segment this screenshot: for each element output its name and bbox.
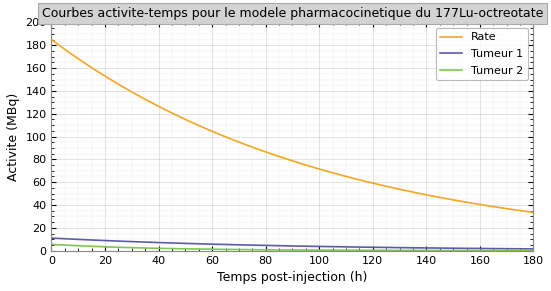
Rate [243, 143, 250, 147]
Rate [379, 184, 386, 187]
Line: Tumeur 1: Tumeur 1 [51, 238, 533, 249]
Rate [98, 72, 104, 75]
Tumeur 1 [433, 246, 439, 250]
X-axis label: Temps post-injection (h): Temps post-injection (h) [217, 271, 368, 284]
Line: Tumeur 2: Tumeur 2 [51, 244, 533, 251]
Rate [433, 195, 439, 198]
Rate [261, 150, 267, 153]
Tumeur 2 [424, 249, 431, 252]
Legend: Rate, Tumeur 1, Tumeur 2: Rate, Tumeur 1, Tumeur 2 [436, 28, 528, 80]
Rate [424, 193, 431, 197]
Title: Courbes activite-temps pour le modele pharmacocinetique du 177Lu-octreotate: Courbes activite-temps pour le modele ph… [42, 7, 543, 20]
Tumeur 2 [98, 245, 104, 249]
Line: Rate: Rate [51, 40, 533, 212]
Tumeur 2 [433, 249, 439, 252]
Tumeur 1 [261, 244, 267, 247]
Tumeur 2 [379, 249, 386, 252]
Tumeur 1 [48, 236, 55, 240]
Tumeur 1 [530, 247, 537, 251]
Tumeur 2 [261, 248, 267, 251]
Tumeur 2 [243, 248, 250, 251]
Y-axis label: Activite (MBq): Activite (MBq) [7, 93, 20, 181]
Tumeur 1 [379, 246, 386, 249]
Rate [530, 211, 537, 214]
Rate [48, 38, 55, 41]
Tumeur 1 [98, 239, 104, 242]
Tumeur 1 [243, 243, 250, 247]
Tumeur 2 [48, 243, 55, 246]
Tumeur 1 [424, 246, 431, 250]
Tumeur 2 [530, 249, 537, 252]
